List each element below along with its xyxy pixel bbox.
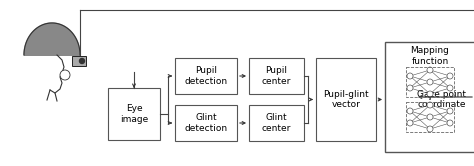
Bar (108, 88, 160, 140)
Bar (249, 105, 304, 141)
Polygon shape (24, 23, 80, 55)
Circle shape (447, 85, 453, 91)
Circle shape (447, 108, 453, 114)
Circle shape (447, 120, 453, 126)
Circle shape (407, 108, 413, 114)
Circle shape (407, 85, 413, 91)
Circle shape (427, 126, 433, 132)
Bar (175, 105, 237, 141)
Circle shape (427, 91, 433, 97)
Text: Mapping
function: Mapping function (410, 46, 449, 66)
Text: Glint
detection: Glint detection (184, 113, 228, 133)
Bar (406, 102, 454, 132)
Bar (385, 42, 474, 152)
Bar (72, 56, 86, 66)
Text: Pupil
center: Pupil center (262, 66, 291, 86)
Circle shape (447, 73, 453, 79)
Circle shape (80, 58, 84, 64)
Circle shape (407, 120, 413, 126)
Circle shape (427, 114, 433, 120)
Circle shape (427, 102, 433, 108)
Circle shape (427, 67, 433, 73)
Circle shape (407, 73, 413, 79)
Bar (249, 58, 304, 94)
Text: Glint
center: Glint center (262, 113, 291, 133)
Text: Gaze point
coordinate: Gaze point coordinate (417, 90, 466, 109)
Circle shape (427, 79, 433, 85)
Bar (415, 72, 468, 127)
Bar (316, 58, 376, 141)
Text: Pupil
detection: Pupil detection (184, 66, 228, 86)
Text: Pupil-glint
vector: Pupil-glint vector (323, 90, 369, 109)
Circle shape (60, 70, 70, 80)
Bar (175, 58, 237, 94)
Bar (406, 67, 454, 97)
Text: Eye
image: Eye image (120, 104, 148, 124)
